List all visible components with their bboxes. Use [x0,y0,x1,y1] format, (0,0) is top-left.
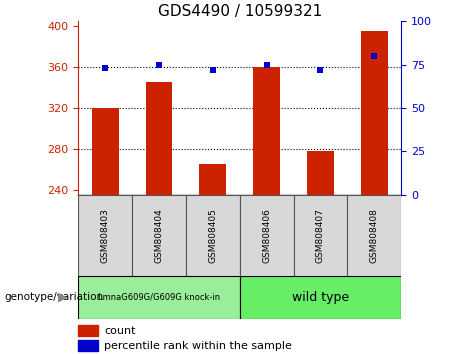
Title: GDS4490 / 10599321: GDS4490 / 10599321 [158,4,322,19]
Text: GSM808408: GSM808408 [370,208,378,263]
Bar [253,67,280,195]
Bar [240,195,294,276]
Bar [78,276,240,319]
Bar [347,195,401,276]
Bar [199,164,226,195]
Text: GSM808405: GSM808405 [208,208,217,263]
Bar [146,82,172,195]
Text: ▶: ▶ [58,291,67,304]
Bar [78,325,98,336]
Bar [78,340,98,351]
Text: wild type: wild type [292,291,349,304]
Bar [361,32,388,195]
Text: LmnaG609G/G609G knock-in: LmnaG609G/G609G knock-in [98,293,220,302]
Bar [132,195,186,276]
Bar [186,195,240,276]
Text: percentile rank within the sample: percentile rank within the sample [104,341,292,350]
Text: GSM808403: GSM808403 [101,208,110,263]
Text: GSM808406: GSM808406 [262,208,271,263]
Text: GSM808404: GSM808404 [154,208,164,263]
Text: genotype/variation: genotype/variation [5,292,104,302]
Text: count: count [104,326,136,336]
Bar [92,108,118,195]
Bar [307,151,334,195]
Bar [294,195,347,276]
Bar [78,195,132,276]
Text: GSM808407: GSM808407 [316,208,325,263]
Bar [240,276,401,319]
